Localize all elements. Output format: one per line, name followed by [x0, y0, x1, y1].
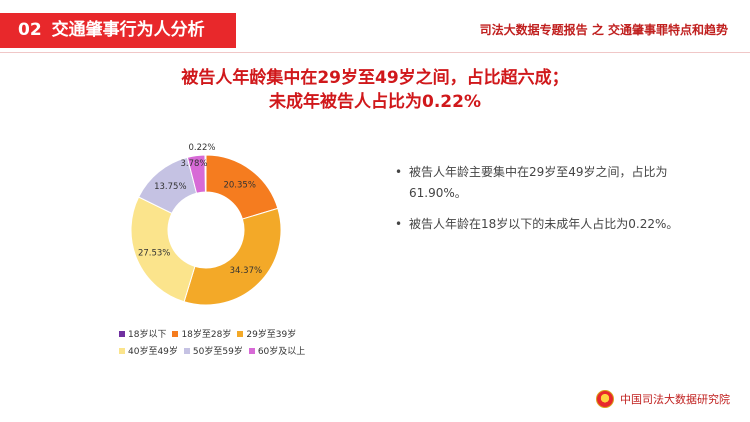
legend-item-1: 18岁至28岁: [172, 327, 231, 340]
legend-swatch-1: [172, 330, 179, 337]
bullet-text-2: 被告人年龄在18岁以下的未成年人占比为0.22%。: [409, 217, 679, 231]
legend-label-1: 18岁至28岁: [181, 330, 232, 340]
donut-label-1: 20.35%: [223, 181, 255, 191]
donut-label-3: 27.53%: [138, 248, 170, 258]
donut-label-0: 0.22%: [188, 143, 215, 153]
headline-line-2: 未成年被告人占比为0.22%: [269, 92, 481, 112]
legend-swatch-5: [248, 347, 255, 354]
donut-label-4: 13.75%: [154, 182, 186, 192]
legend-item-5: 60岁及以上: [248, 344, 306, 357]
footer-org: 中国司法大数据研究院: [620, 393, 730, 406]
legend-swatch-0: [119, 330, 125, 337]
section-tab: 02 交通肇事行为人分析: [0, 13, 236, 48]
legend-row-2: 40岁至49岁 50岁至59岁 60岁及以上: [119, 344, 349, 357]
legend-swatch-3: [119, 347, 125, 354]
bullet-item-1: • 被告人年龄主要集中在29岁至49岁之间，占比为61.90%。: [395, 162, 695, 204]
section-title: 交通肇事行为人分析: [51, 20, 205, 40]
court-emblem-icon: [596, 390, 614, 408]
headline-line-1: 被告人年龄集中在29岁至49岁之间，占比超六成；: [181, 68, 569, 88]
bullet-dot-icon: •: [395, 165, 403, 179]
legend-item-3: 40岁至49岁: [119, 344, 178, 357]
legend-item-2: 29岁至39岁: [237, 327, 296, 340]
legend-item-0: 18岁以下: [119, 327, 166, 340]
footer: 中国司法大数据研究院: [596, 390, 730, 408]
donut-label-2: 34.37%: [230, 266, 262, 276]
chart-legend: 18岁以下 18岁至28岁 29岁至39岁 40岁至49岁 50岁至59岁 60…: [119, 327, 349, 361]
donut-slice-2: [183, 207, 282, 306]
header-divider: [0, 52, 750, 53]
section-number: 02: [18, 20, 42, 40]
age-donut-chart: 20.35% 34.37% 27.53% 13.75% 3.78% 0.22%: [130, 143, 282, 306]
legend-label-5: 60岁及以上: [257, 347, 306, 357]
bullet-dot-icon: •: [395, 217, 403, 231]
donut-slice-3: [130, 196, 196, 303]
report-title: 司法大数据专题报告 之 交通肇事罪特点和趋势: [479, 23, 728, 37]
legend-swatch-4: [183, 347, 190, 354]
legend-label-2: 29岁至39岁: [246, 330, 297, 340]
bullet-text-1: 被告人年龄主要集中在29岁至49岁之间，占比为61.90%。: [409, 165, 668, 200]
bullet-item-2: • 被告人年龄在18岁以下的未成年人占比为0.22%。: [395, 214, 695, 235]
legend-label-0: 18岁以下: [128, 330, 167, 340]
legend-row-1: 18岁以下 18岁至28岁 29岁至39岁: [119, 327, 349, 340]
donut-slice-0: [204, 154, 207, 193]
legend-item-4: 50岁至59岁: [183, 344, 243, 357]
legend-label-3: 40岁至49岁: [128, 347, 178, 357]
donut-label-5: 3.78%: [180, 159, 207, 169]
legend-swatch-2: [237, 330, 244, 337]
legend-label-4: 50岁至59岁: [192, 347, 243, 357]
bullet-list: • 被告人年龄主要集中在29岁至49岁之间，占比为61.90%。 • 被告人年龄在1…: [395, 162, 695, 245]
headline: 被告人年龄集中在29岁至49岁之间，占比超六成； 未成年被告人占比为0.22%: [0, 66, 750, 114]
